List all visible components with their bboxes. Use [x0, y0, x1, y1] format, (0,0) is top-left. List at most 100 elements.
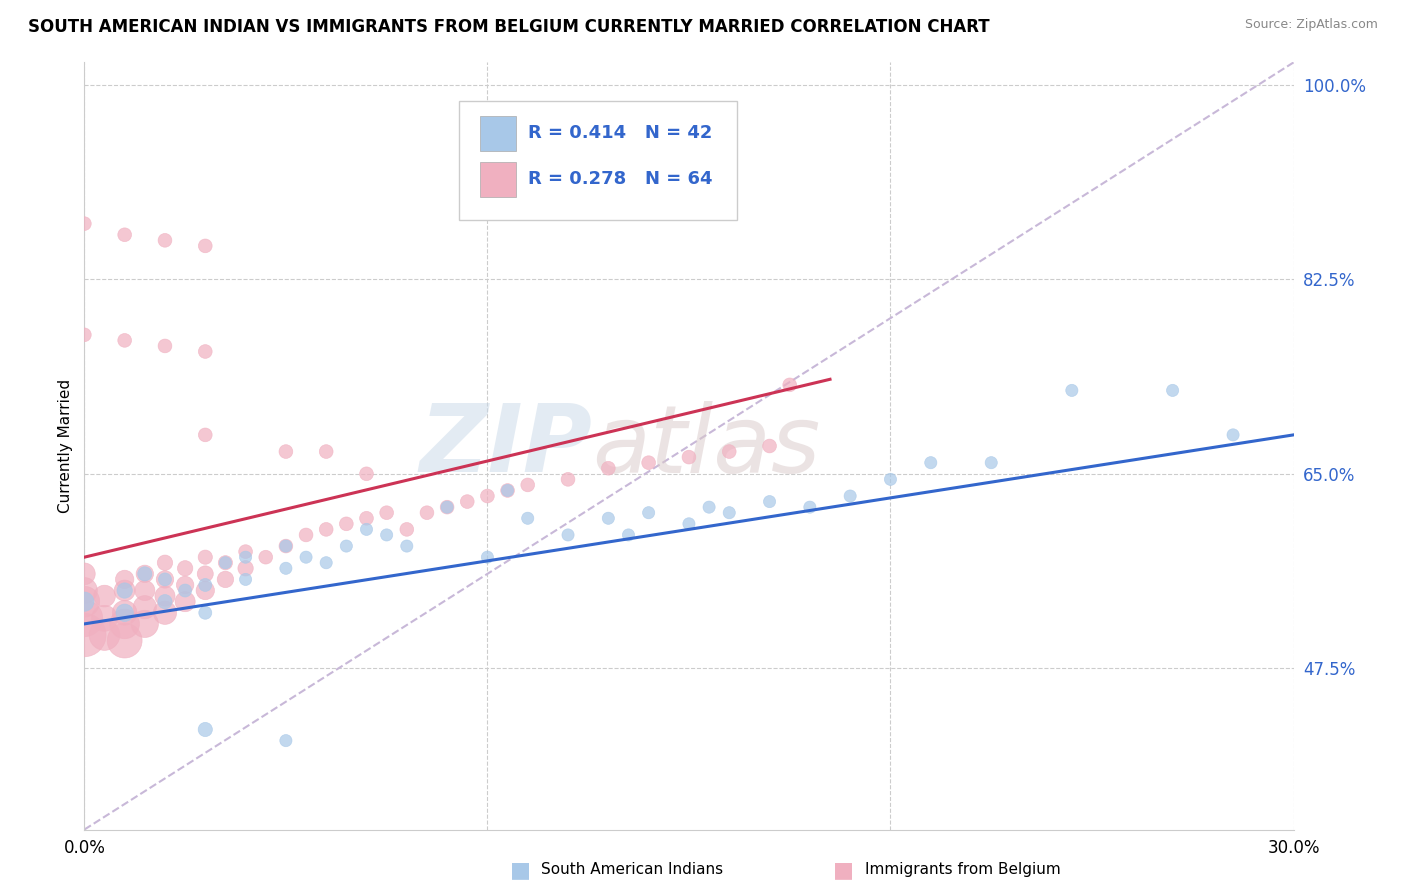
Point: [678, 516, 700, 531]
FancyBboxPatch shape: [460, 101, 737, 219]
Point: [153, 589, 176, 603]
Point: [235, 544, 257, 558]
Text: SOUTH AMERICAN INDIAN VS IMMIGRANTS FROM BELGIUM CURRENTLY MARRIED CORRELATION C: SOUTH AMERICAN INDIAN VS IMMIGRANTS FROM…: [28, 18, 990, 36]
Point: [1060, 384, 1083, 398]
Point: [73, 594, 96, 608]
Point: [214, 556, 236, 570]
Point: [295, 550, 318, 565]
Point: [194, 606, 217, 620]
Point: [73, 327, 96, 342]
Point: [315, 522, 337, 536]
Point: [114, 334, 136, 348]
Point: [114, 616, 136, 631]
Point: [879, 472, 901, 486]
Point: [980, 456, 1002, 470]
Point: [375, 528, 398, 542]
Point: [194, 583, 217, 598]
Point: [73, 594, 96, 608]
Point: [73, 628, 96, 642]
Point: [73, 566, 96, 581]
Text: Immigrants from Belgium: Immigrants from Belgium: [865, 863, 1060, 877]
Text: ■: ■: [510, 860, 530, 880]
Point: [920, 456, 942, 470]
Point: [637, 456, 659, 470]
Point: [174, 583, 197, 598]
Point: [436, 500, 458, 515]
Point: [194, 723, 217, 737]
Point: [134, 583, 156, 598]
Point: [356, 467, 378, 481]
Point: [718, 506, 741, 520]
Y-axis label: Currently Married: Currently Married: [58, 379, 73, 513]
Point: [598, 511, 620, 525]
Point: [436, 500, 458, 515]
Point: [678, 450, 700, 464]
Point: [274, 539, 297, 553]
Point: [73, 611, 96, 625]
Point: [557, 528, 579, 542]
Point: [274, 733, 297, 747]
Point: [274, 539, 297, 553]
Point: [718, 444, 741, 458]
Point: [496, 483, 519, 498]
Point: [254, 550, 277, 565]
Point: [153, 594, 176, 608]
Text: ZIP: ZIP: [419, 400, 592, 492]
Point: [516, 511, 538, 525]
Point: [779, 377, 801, 392]
Point: [395, 539, 418, 553]
Point: [516, 478, 538, 492]
FancyBboxPatch shape: [479, 162, 516, 196]
Point: [274, 561, 297, 575]
Point: [295, 528, 318, 542]
Point: [235, 561, 257, 575]
Point: [356, 511, 378, 525]
Point: [194, 239, 217, 253]
Point: [73, 583, 96, 598]
Point: [114, 633, 136, 648]
Point: [114, 227, 136, 242]
Point: [134, 616, 156, 631]
FancyBboxPatch shape: [479, 116, 516, 151]
Point: [194, 566, 217, 581]
Point: [153, 233, 176, 247]
Point: [697, 500, 720, 515]
Point: [315, 444, 337, 458]
Point: [114, 606, 136, 620]
Point: [194, 428, 217, 442]
Point: [194, 550, 217, 565]
Point: [839, 489, 862, 503]
Text: R = 0.414   N = 42: R = 0.414 N = 42: [529, 124, 713, 142]
Point: [496, 483, 519, 498]
Point: [93, 611, 115, 625]
Point: [93, 589, 115, 603]
Point: [194, 578, 217, 592]
Point: [153, 556, 176, 570]
Point: [477, 550, 499, 565]
Point: [456, 494, 478, 508]
Point: [416, 506, 439, 520]
Text: South American Indians: South American Indians: [541, 863, 724, 877]
Point: [335, 539, 357, 553]
Point: [315, 556, 337, 570]
Text: atlas: atlas: [592, 401, 821, 491]
Point: [235, 573, 257, 587]
Point: [73, 217, 96, 231]
Point: [356, 522, 378, 536]
Point: [174, 578, 197, 592]
Point: [93, 628, 115, 642]
Point: [153, 573, 176, 587]
Point: [235, 550, 257, 565]
Point: [194, 344, 217, 359]
Point: [174, 561, 197, 575]
Point: [114, 573, 136, 587]
Text: R = 0.278   N = 64: R = 0.278 N = 64: [529, 170, 713, 188]
Point: [134, 600, 156, 615]
Point: [214, 573, 236, 587]
Point: [1222, 428, 1244, 442]
Point: [134, 566, 156, 581]
Point: [477, 489, 499, 503]
Point: [114, 583, 136, 598]
Point: [114, 606, 136, 620]
Point: [375, 506, 398, 520]
